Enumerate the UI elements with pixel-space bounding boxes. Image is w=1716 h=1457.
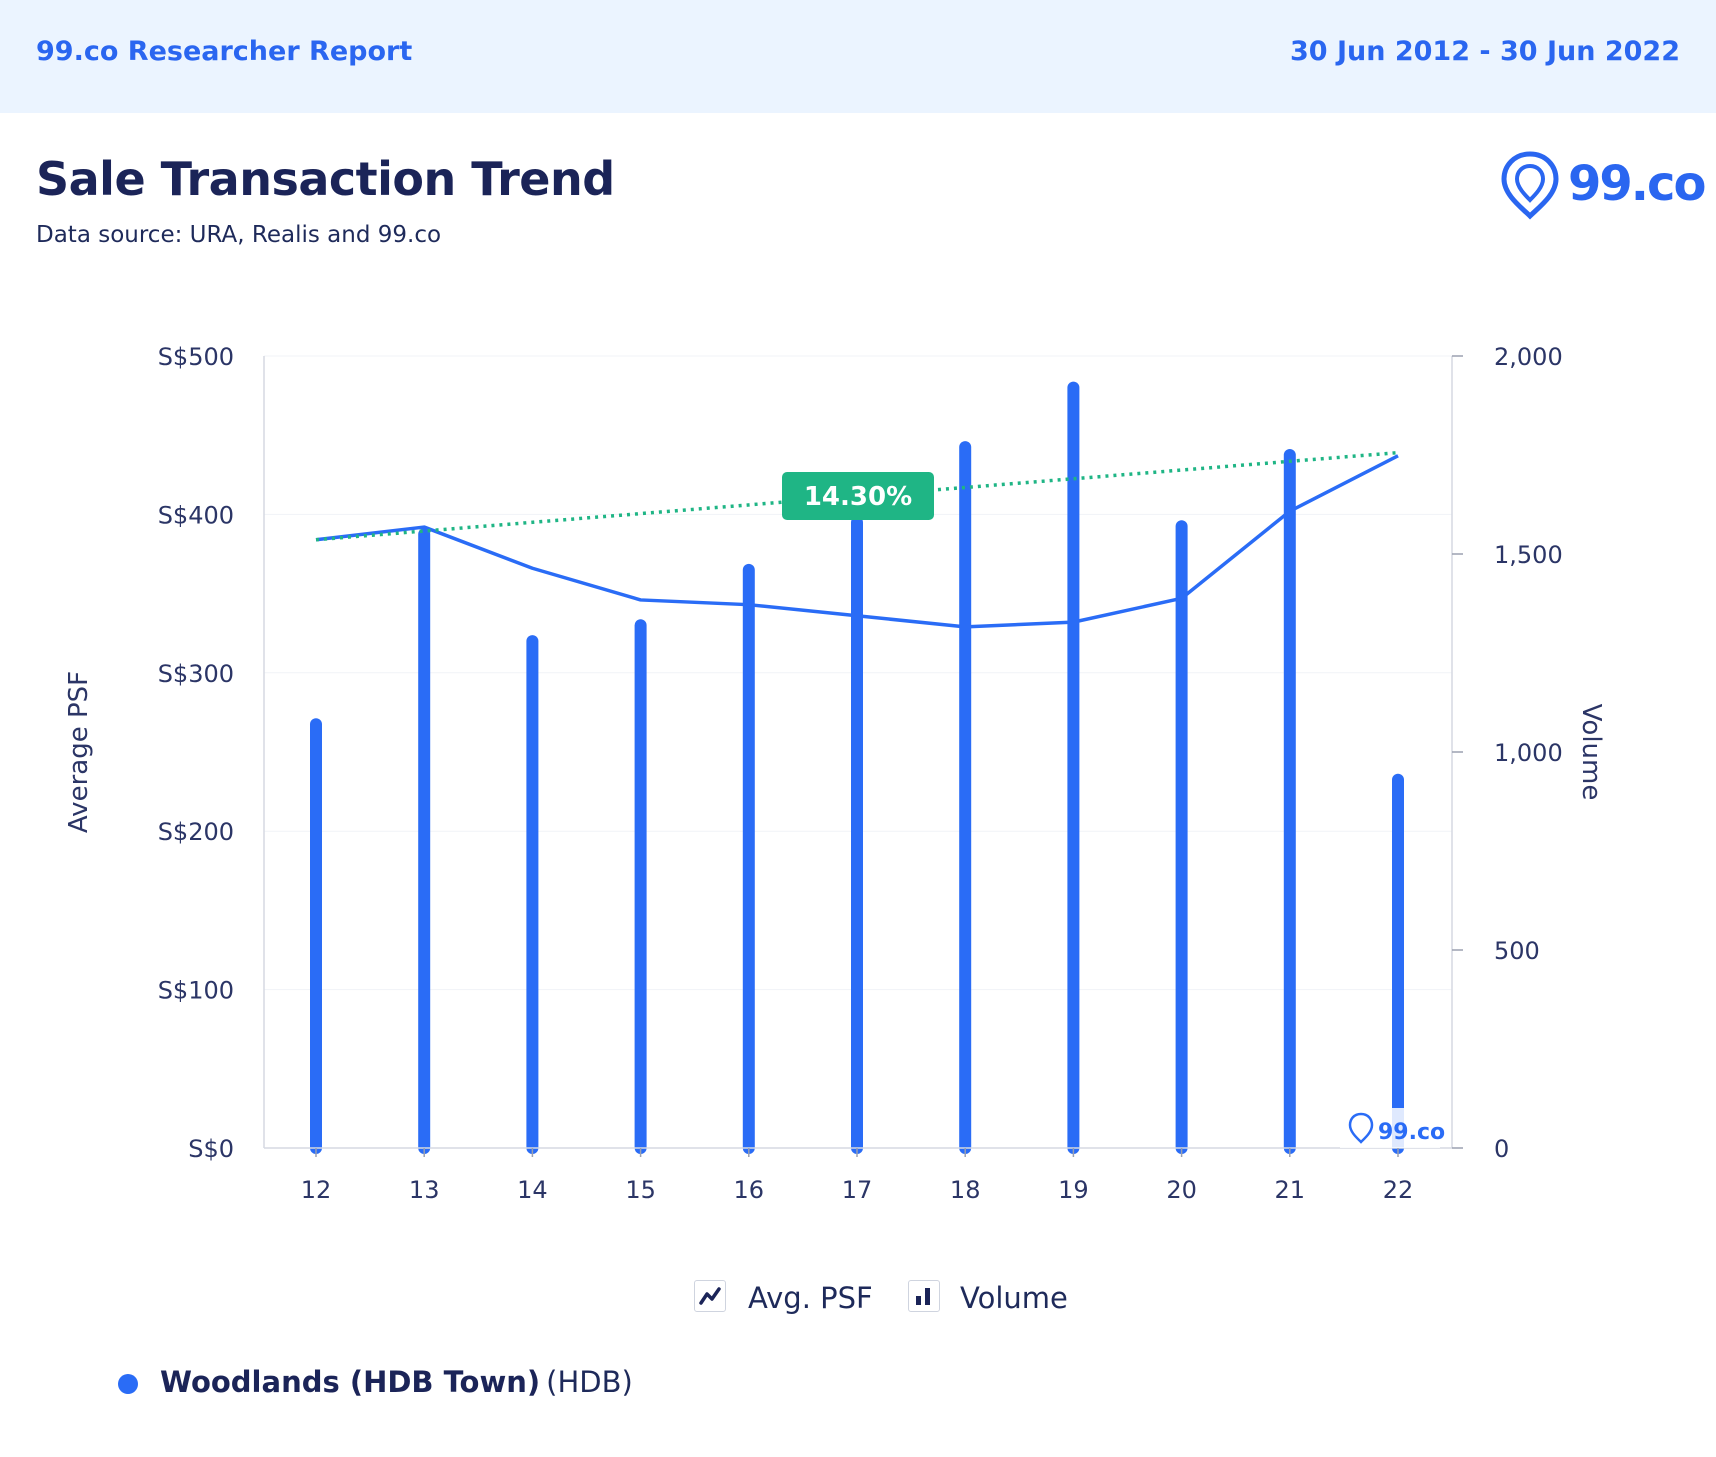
y-tick-label: S$0: [188, 1135, 234, 1163]
location-pin-icon: [1501, 151, 1559, 220]
trend-dotted-line: [315, 450, 1399, 542]
y-tick-label: S$400: [158, 501, 234, 529]
report-title: 99.co Researcher Report: [36, 36, 413, 67]
x-tick-label: 20: [1166, 1176, 1197, 1204]
y2-tick-label: 1,000: [1494, 739, 1563, 767]
y-tick-label: S$300: [158, 660, 234, 688]
y2-tick-label: 0: [1494, 1135, 1509, 1163]
watermark-pin-icon: [1348, 1112, 1374, 1144]
brand-logo: 99.co: [1500, 150, 1706, 224]
legend-item-avg-psf[interactable]: Avg. PSF: [694, 1278, 874, 1318]
psf-line: [315, 454, 1399, 629]
y2-axis-title: Volume: [1576, 704, 1606, 801]
x-tick-label: 17: [842, 1176, 873, 1204]
y2-tick-label: 2,000: [1494, 343, 1563, 371]
y-axis-title: Average PSF: [64, 671, 94, 833]
x-tick-label: 12: [301, 1176, 332, 1204]
trend-line: 14.30%: [315, 450, 1399, 542]
y2-tick-label: 500: [1494, 937, 1540, 965]
watermark-text: 99.co: [1378, 1120, 1445, 1145]
legend-label: Volume: [960, 1281, 1068, 1315]
x-tick-label: 21: [1275, 1176, 1306, 1204]
trend-badge: [782, 472, 934, 520]
x-tick-label: 18: [950, 1176, 981, 1204]
series-name-text: Woodlands (HDB Town): [160, 1365, 541, 1399]
chart-title: Sale Transaction Trend: [36, 152, 615, 206]
logo-text: 99.co: [1568, 156, 1706, 212]
x-tick-label: 13: [409, 1176, 440, 1204]
line-chart-icon: [694, 1280, 726, 1312]
x-tick-label: 15: [625, 1176, 656, 1204]
series-name: Woodlands (HDB Town) (HDB): [160, 1365, 633, 1399]
avg-psf-line: [315, 454, 1399, 629]
series-color-dot: [118, 1374, 138, 1394]
chart-axes: [263, 355, 1463, 1157]
x-tick-label: 22: [1383, 1176, 1414, 1204]
axis-labels: 12 13 14 15 16 17 18 19 20 21 22 S$0 S$100 S$200 S$300…: [64, 343, 1606, 1204]
sale-transaction-chart: 14.30% 12 13 14 15 16 17 18 19 20 21 22 S$0 S$100 S$2…: [64, 343, 1606, 1204]
y2-tick-label: 1,500: [1494, 541, 1563, 569]
date-range: 30 Jun 2012 - 30 Jun 2022: [1289, 36, 1680, 67]
series-type: (HDB): [546, 1365, 633, 1399]
y-tick-label: S$100: [158, 977, 234, 1005]
legend-label: Avg. PSF: [748, 1281, 873, 1315]
x-tick-label: 14: [517, 1176, 548, 1204]
volume-bars: [310, 381, 1404, 1154]
legend-item-volume[interactable]: Volume: [908, 1278, 1078, 1318]
bar-chart-icon: [908, 1280, 940, 1312]
chart-subtitle: Data source: URA, Realis and 99.co: [36, 222, 442, 248]
trend-badge-label: 14.30%: [804, 482, 912, 512]
report-header-bar: 99.co Researcher Report 30 Jun 2012 - 30…: [0, 0, 1716, 113]
y-tick-label: S$200: [158, 818, 234, 846]
x-tick-label: 16: [734, 1176, 765, 1204]
x-tick-label: 19: [1058, 1176, 1089, 1204]
y-tick-label: S$500: [158, 343, 234, 371]
chart-watermark: 99.co: [1340, 1108, 1445, 1148]
